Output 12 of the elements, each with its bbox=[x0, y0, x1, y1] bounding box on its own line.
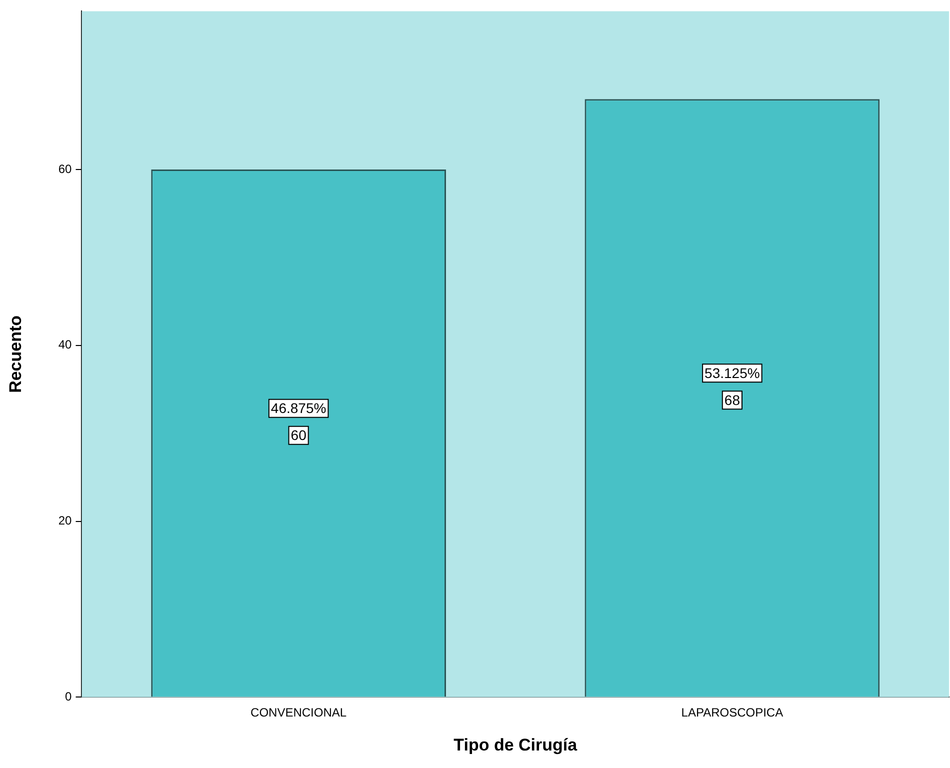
data-label: 68 bbox=[724, 392, 740, 408]
annotation: 53.125% bbox=[704, 365, 760, 382]
y-axis-title: Recuento bbox=[6, 315, 25, 393]
y-tick-label: 20 bbox=[58, 514, 72, 528]
x-tick-label: LAPAROSCOPICA bbox=[681, 706, 784, 720]
data-label: 60 bbox=[290, 427, 307, 444]
x-axis-title: Tipo de Cirugía bbox=[454, 735, 578, 754]
x-tick-label: CONVENCIONAL bbox=[250, 706, 347, 720]
annotation: 46.875% bbox=[270, 400, 326, 416]
y-tick-label: 0 bbox=[65, 690, 72, 704]
y-tick-label: 60 bbox=[58, 162, 72, 176]
y-tick-label: 40 bbox=[58, 338, 72, 352]
